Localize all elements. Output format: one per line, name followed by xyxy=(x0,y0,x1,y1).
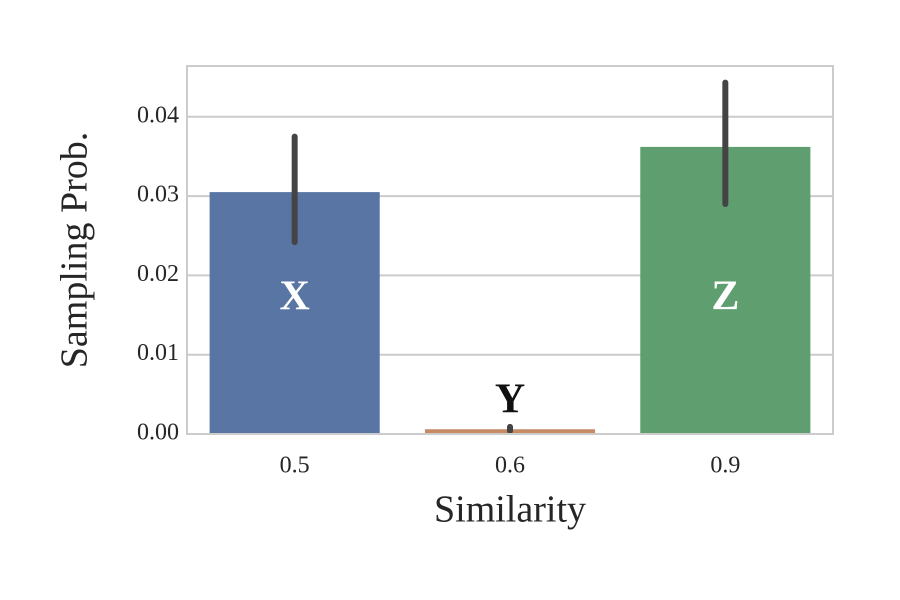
y-tick-label: 0.02 xyxy=(137,261,179,287)
bar-label: Z xyxy=(711,274,739,320)
y-tick-label: 0.04 xyxy=(137,102,179,128)
x-tick-label: 0.6 xyxy=(495,453,525,479)
x-axis-label: Similarity xyxy=(434,489,586,531)
x-tick-label: 0.9 xyxy=(710,453,740,479)
y-tick-label: 0.03 xyxy=(137,182,179,208)
y-tick-label: 0.01 xyxy=(137,340,179,366)
bars: X Y Z xyxy=(209,79,811,434)
y-tick-label: 0.00 xyxy=(137,420,179,446)
bar-label: X xyxy=(279,274,309,320)
x-tick-label: 0.5 xyxy=(280,453,310,479)
y-axis-label: Sampling Prob. xyxy=(54,132,96,368)
plot-frame xyxy=(186,65,834,435)
bar-label: Y xyxy=(495,377,525,423)
